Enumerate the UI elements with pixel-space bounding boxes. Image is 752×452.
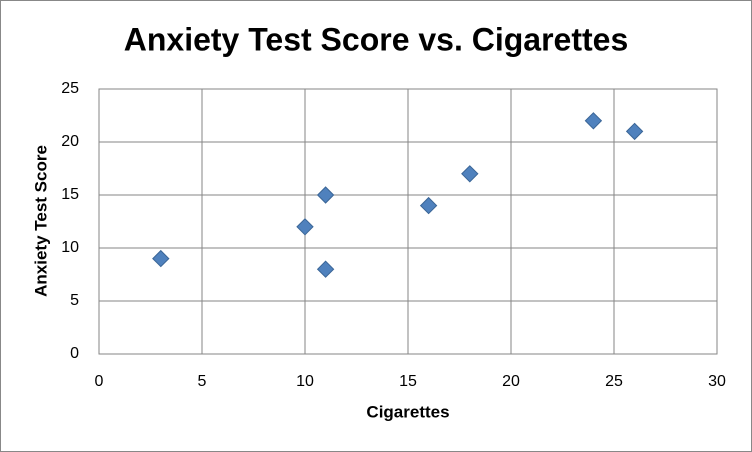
scatter-point — [461, 165, 479, 183]
scatter-point — [625, 122, 644, 141]
x-tick-label: 25 — [605, 373, 623, 390]
x-tick-label: 0 — [95, 373, 104, 390]
chart-title: Anxiety Test Score vs. Cigarettes — [124, 21, 629, 57]
x-tick-label: 5 — [198, 373, 207, 390]
scatter-point — [152, 249, 170, 268]
plot-border — [98, 88, 718, 355]
scatter-point — [296, 218, 314, 236]
y-tick-label: 10 — [61, 239, 79, 256]
x-tick-label: 10 — [296, 373, 314, 390]
x-tick-label: 20 — [502, 373, 520, 390]
scatter-point — [316, 260, 335, 278]
y-tick-label: 20 — [61, 133, 79, 150]
y-axis-title: Anxiety Test Score — [31, 145, 50, 297]
scatter-point — [584, 112, 603, 130]
x-tick-label: 30 — [708, 373, 726, 390]
y-tick-label: 5 — [70, 292, 79, 309]
y-tick-label: 15 — [61, 186, 79, 203]
y-tick-label: 0 — [70, 345, 79, 362]
scatter-point — [419, 196, 438, 215]
x-axis-title: Cigarettes — [366, 402, 449, 421]
y-tick-label: 25 — [61, 80, 79, 97]
scatter-point — [316, 186, 335, 204]
x-tick-label: 15 — [399, 373, 417, 390]
